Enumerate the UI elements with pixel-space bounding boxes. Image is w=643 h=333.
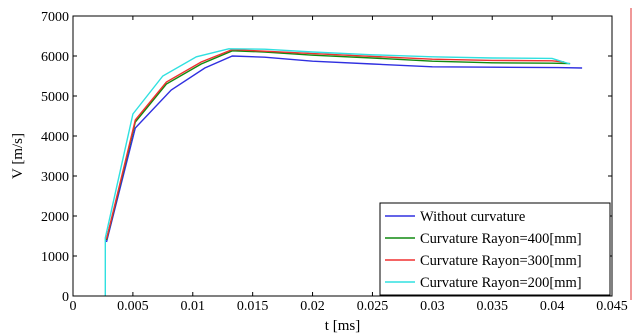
x-tick-label: 0 [70,299,77,314]
series-line-3 [104,48,571,296]
x-tick-label: 0.04 [540,299,565,314]
x-tick-label: 0.03 [420,299,445,314]
x-tick-label: 0.02 [300,299,325,314]
x-tick-label: 0.025 [357,299,389,314]
legend-label: Curvature Rayon=300[mm] [420,253,582,269]
legend-box [379,202,611,296]
x-tick-label: 0.015 [237,299,269,314]
y-axis-title: V [m/s] [10,133,26,179]
y-tick-label: 6000 [41,50,69,65]
series-line-0 [105,55,583,243]
series-line-1 [105,50,571,241]
x-axis-title: t [ms] [325,318,360,333]
plot-frame [72,15,613,297]
x-tick-label: 0.005 [117,299,149,314]
legend: Without curvature Curvature Rayon=400[mm]… [379,202,611,296]
legend-label: Without curvature [420,209,525,225]
x-tick-label: 0.045 [596,299,628,314]
y-tick-label: 0 [62,290,69,305]
x-tick-label: 0.035 [476,299,508,314]
y-tick-label: 2000 [41,210,69,225]
legend-label: Curvature Rayon=200[mm] [420,275,582,291]
series-line-2 [105,48,565,240]
y-tick-label: 7000 [41,10,69,25]
legend-label: Curvature Rayon=400[mm] [420,231,582,247]
y-tick-label: 3000 [41,170,69,185]
y-tick-label: 1000 [41,250,69,265]
y-tick-label: 4000 [41,130,69,145]
y-tick-label: 5000 [41,90,69,105]
x-tick-label: 0.01 [181,299,206,314]
